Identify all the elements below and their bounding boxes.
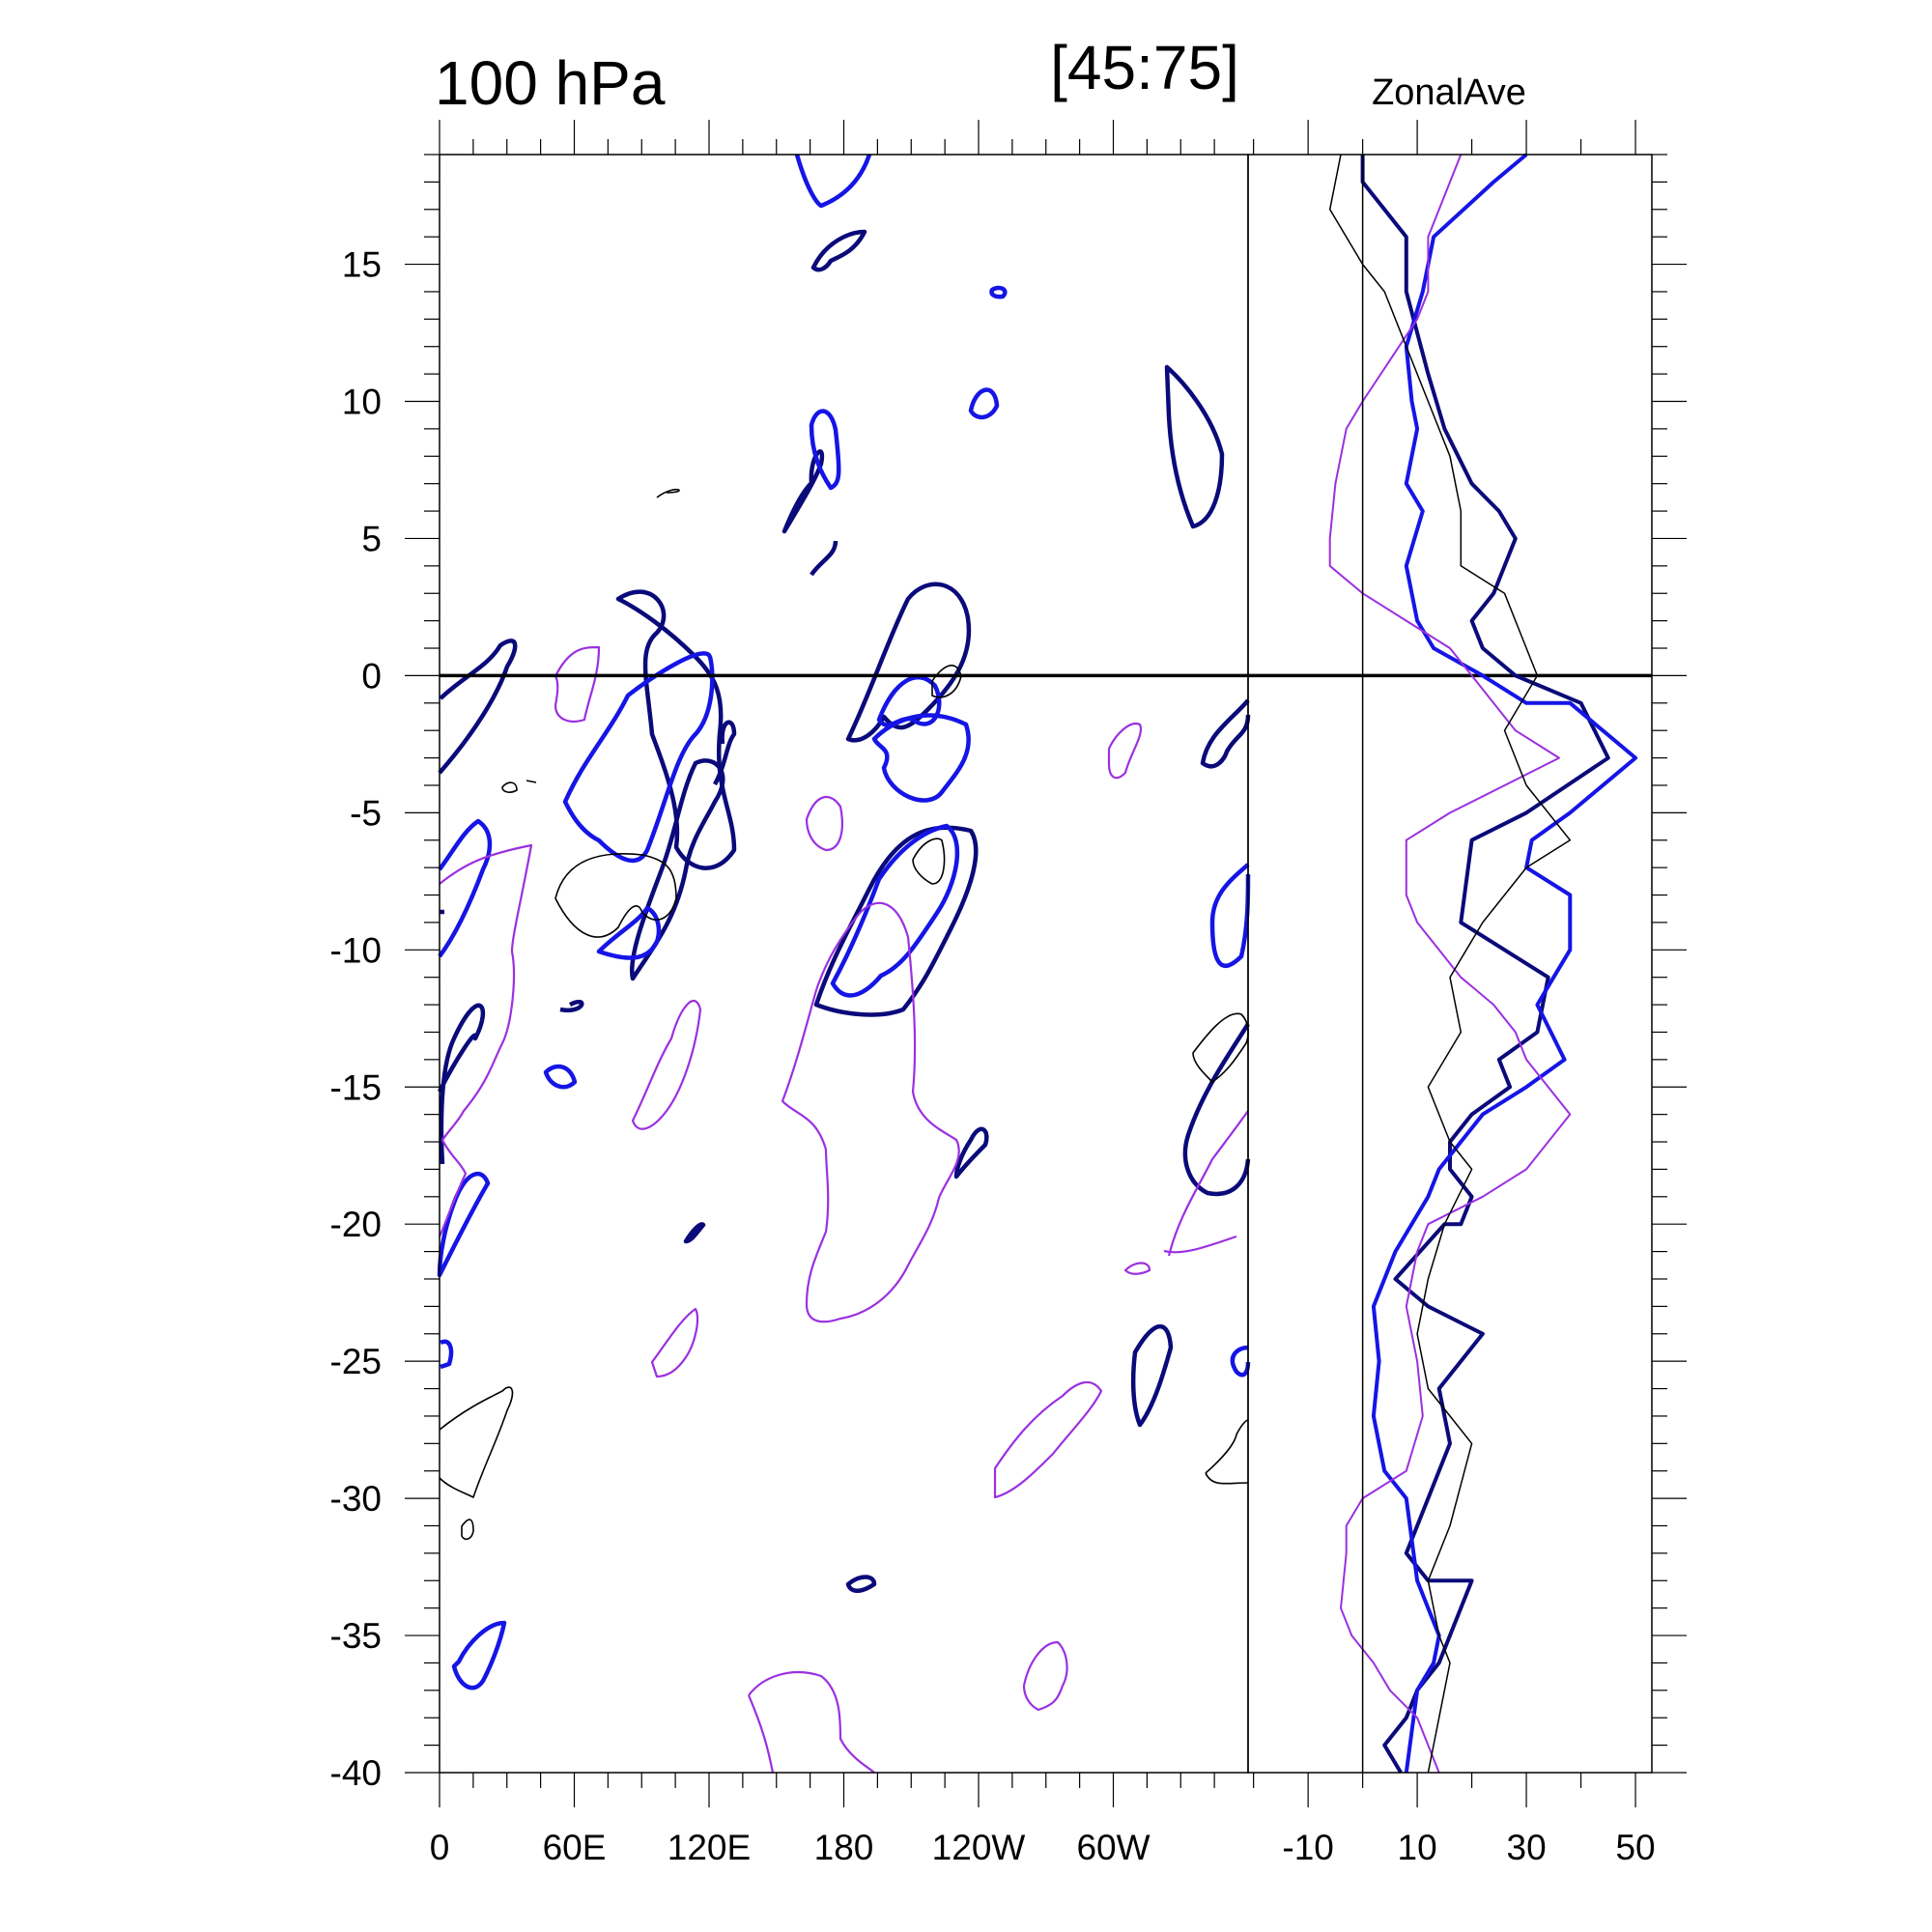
contour-line-19 bbox=[1182, 1022, 1251, 1197]
contour-line-10 bbox=[781, 449, 825, 534]
contour-line-33 bbox=[451, 1620, 507, 1690]
contour-line-12 bbox=[810, 229, 867, 272]
contour-line-59 bbox=[1205, 1419, 1249, 1474]
contour-line-4 bbox=[713, 720, 737, 786]
contour-line-43 bbox=[1107, 722, 1143, 780]
y-tick-label: 5 bbox=[361, 519, 382, 558]
zonal-x-tick-label: 30 bbox=[1507, 1828, 1547, 1867]
contour-line-6 bbox=[559, 999, 584, 1013]
zonal-frame bbox=[1247, 154, 1653, 1774]
zonal-x-tick-label: -10 bbox=[1282, 1828, 1333, 1867]
zonal-series-line-2 bbox=[1371, 153, 1638, 1774]
contour-line-30 bbox=[830, 823, 960, 998]
map-x-tick-label: 0 bbox=[430, 1828, 450, 1867]
contour-line-9 bbox=[813, 825, 979, 1017]
y-tick-label: -30 bbox=[330, 1479, 382, 1519]
contour-line-57 bbox=[461, 1519, 474, 1541]
contour-line-40 bbox=[781, 901, 960, 1323]
contour-line-53 bbox=[554, 853, 677, 938]
contour-line-54 bbox=[912, 838, 946, 885]
y-tick-label: -35 bbox=[330, 1616, 382, 1656]
contour-line-2 bbox=[615, 589, 737, 870]
contour-line-3 bbox=[629, 758, 725, 981]
zonal-x-tick-label: 50 bbox=[1615, 1828, 1655, 1867]
contour-line-17 bbox=[1200, 698, 1251, 769]
contour-line-14 bbox=[683, 1222, 706, 1244]
y-tick-label: -20 bbox=[330, 1205, 382, 1244]
contour-line-31 bbox=[543, 1064, 578, 1090]
map-x-tick-label: 120E bbox=[668, 1828, 751, 1867]
contour-line-27 bbox=[437, 1172, 491, 1278]
contour-line-34 bbox=[1209, 863, 1251, 968]
contour-line-20 bbox=[794, 154, 872, 209]
zonal-series-line-1 bbox=[1360, 155, 1610, 1775]
contour-line-26 bbox=[438, 818, 493, 958]
contour-line-42 bbox=[993, 1380, 1103, 1499]
map-x-tick-label: 60W bbox=[1076, 1828, 1150, 1867]
zonal-series-line-3 bbox=[1328, 154, 1572, 1774]
contour-line-15 bbox=[845, 1575, 877, 1593]
contour-line-46 bbox=[1163, 1235, 1237, 1254]
y-tick-label: -15 bbox=[330, 1067, 382, 1107]
contour-line-38 bbox=[631, 1000, 702, 1130]
contour-line-21 bbox=[989, 285, 1008, 299]
contour-line-24 bbox=[562, 651, 715, 863]
contour-line-47 bbox=[1022, 1640, 1068, 1712]
contour-line-36 bbox=[554, 645, 601, 723]
contour-line-18 bbox=[1130, 1323, 1174, 1428]
y-tick-label: -5 bbox=[350, 793, 382, 833]
y-tick-label: -25 bbox=[330, 1342, 382, 1381]
contour-line-56 bbox=[439, 1386, 514, 1498]
contour-line-50 bbox=[656, 488, 680, 498]
contour-line-13 bbox=[953, 1126, 989, 1179]
contour-line-52 bbox=[501, 781, 518, 793]
contour-line-44 bbox=[1123, 1262, 1151, 1275]
map-x-tick-label: 120W bbox=[932, 1828, 1026, 1867]
contour-line-37 bbox=[439, 843, 533, 1237]
contour-line-25 bbox=[596, 905, 662, 960]
zonal-series-line-4 bbox=[1328, 154, 1572, 1774]
contour-line-51 bbox=[526, 780, 537, 783]
zonal-x-tick-label: 10 bbox=[1398, 1828, 1437, 1867]
y-tick-label: -10 bbox=[330, 930, 382, 970]
contour-line-5 bbox=[437, 1003, 486, 1165]
contour-line-11 bbox=[810, 540, 838, 577]
contour-line-39 bbox=[805, 796, 843, 852]
contour-line-35 bbox=[1230, 1345, 1251, 1378]
y-tick-label: 0 bbox=[361, 656, 382, 696]
zonal-panel-title: ZonalAve bbox=[1372, 72, 1526, 113]
contour-line-48 bbox=[748, 1671, 875, 1774]
contour-line-16 bbox=[1164, 364, 1225, 529]
y-tick-label: -40 bbox=[330, 1753, 382, 1793]
contour-line-60 bbox=[1205, 1472, 1249, 1485]
main-title-left: 100 hPa bbox=[435, 48, 666, 118]
contour-line-23 bbox=[809, 409, 841, 491]
contour-line-8 bbox=[845, 582, 972, 743]
contour-line-22 bbox=[968, 387, 1000, 420]
contour-line-49 bbox=[747, 1694, 775, 1774]
zonal-average-panel: -10 10 30 50 bbox=[1247, 120, 1687, 1867]
main-title-center: [45:75] bbox=[1050, 33, 1239, 102]
contour-line-45 bbox=[1167, 1110, 1249, 1257]
map-x-tick-label: 180 bbox=[814, 1828, 874, 1867]
contour-line-29 bbox=[871, 713, 971, 803]
y-tick-label: 10 bbox=[342, 383, 382, 422]
contour-line-58 bbox=[1192, 1012, 1249, 1083]
map-x-tick-label: 60E bbox=[543, 1828, 607, 1867]
contour-line-32 bbox=[439, 1339, 454, 1370]
contour-line-1 bbox=[438, 639, 518, 775]
y-tick-label: 15 bbox=[342, 245, 382, 285]
contour-line-41 bbox=[650, 1307, 699, 1378]
